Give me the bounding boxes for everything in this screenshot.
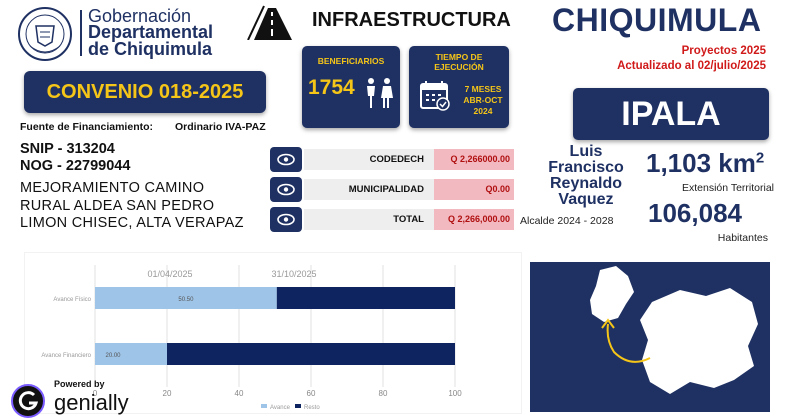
execution-time-range: ABR-OCT [463, 95, 503, 105]
execution-time-label-line1: TIEMPO DE [435, 52, 483, 62]
execution-time-label-line2: EJECUCIÓN [434, 62, 484, 72]
category-label: Avance Físico [53, 297, 91, 303]
funding-row-name: TOTAL [393, 214, 424, 225]
map-arrow-head [601, 318, 615, 329]
eye-icon[interactable] [270, 207, 302, 232]
snip-code: SNIP - 313204 [20, 141, 115, 157]
mayor-name-line1: Luis [569, 143, 603, 160]
execution-time-card: TIEMPO DE EJECUCIÓN 7 MESES ABR-OCT 2024 [409, 46, 509, 128]
area-value: 1,103 km2 [646, 148, 764, 179]
mayor-name: Luis Francisco Reynaldo Vaquez [530, 144, 642, 208]
x-tick-label: 80 [379, 389, 388, 398]
municipality-name: IPALA [621, 94, 721, 133]
x-tick-label: 40 [235, 389, 244, 398]
progress-chart-svg: 0 20 40 60 80 100 01/04/2025 31/10/2025 Avance F… [41, 265, 462, 411]
municipality-badge: IPALA [573, 88, 769, 140]
progress-chart: 0 20 40 60 80 100 01/04/2025 31/10/2025 Avance F… [24, 252, 522, 414]
bar-segment [167, 343, 455, 365]
project-codes: SNIP - 313204 NOG - 22799044 [20, 141, 130, 175]
execution-time-label: TIEMPO DE EJECUCIÓN [409, 52, 509, 72]
bar-segment [276, 287, 455, 309]
funding-source-value: Ordinario IVA-PAZ [175, 121, 266, 133]
mayor-name-line4: Vaquez [558, 191, 614, 208]
legend-label: Resto [304, 405, 320, 411]
bar-segment [95, 287, 277, 309]
gov-title-line3: de Chiquimula [88, 39, 213, 59]
category-label: Avance Financiero [41, 353, 91, 359]
area-unit-exponent: 2 [755, 149, 765, 167]
department-shape [640, 288, 758, 394]
funding-row-name: CODEDECH [369, 154, 424, 165]
genially-brand: genially [54, 390, 129, 415]
funding-row-total: TOTAL Q 2,266,000.00 [270, 207, 514, 232]
mayor-name-line2: Francisco [548, 159, 624, 176]
map-arrow-line [606, 323, 651, 363]
mayor-role: Alcalde 2024 - 2028 [520, 215, 614, 227]
population-value: 106,084 [648, 198, 742, 228]
execution-time-months: 7 MESES [464, 84, 502, 94]
convenio-badge: CONVENIO 018-2025 [24, 71, 266, 113]
project-description-line3: LIMON CHISEC, ALTA VERAPAZ [20, 215, 244, 231]
projects-subtitle: Proyectos 2025 Actualizado al 02/julio/2… [560, 44, 766, 74]
map-graphic [530, 262, 770, 412]
people-icon [367, 78, 393, 108]
coat-of-arms-icon [18, 7, 72, 61]
beneficiaries-label: BENEFICIARIOS [317, 56, 385, 66]
area-number: 1,103 km [646, 148, 756, 178]
funding-row-name: MUNICIPALIDAD [348, 184, 424, 195]
beneficiaries-card: BENEFICIARIOS 1754 [302, 46, 400, 128]
gov-title-line2: Departamental [88, 22, 214, 42]
funding-row-codedech: CODEDECH Q 2,266000.00 [270, 147, 514, 172]
date-label: 31/10/2025 [271, 269, 316, 279]
mayor-name-line3: Reynaldo [549, 175, 622, 192]
x-tick-label: 0 [93, 389, 98, 398]
data-label: 20.00 [105, 353, 121, 359]
project-description: MEJORAMIENTO CAMINO RURAL ALDEA SAN PEDR… [20, 180, 244, 233]
section-title: INFRAESTRUCTURA [312, 9, 511, 31]
projects-year: Proyectos 2025 [681, 45, 766, 57]
logo-divider [80, 10, 82, 56]
x-tick-label: 20 [163, 389, 172, 398]
convenio-label: CONVENIO 018-2025 [46, 80, 244, 103]
bar-segment [95, 343, 167, 365]
nog-code: NOG - 22799044 [20, 158, 131, 174]
project-description-line2: RURAL ALDEA SAN PEDRO [20, 197, 215, 214]
ipala-highlight-shape [590, 266, 634, 322]
eye-icon[interactable] [270, 177, 302, 202]
calendar-icon [420, 81, 450, 111]
funding-source-label: Fuente de Financiamiento: [20, 121, 154, 133]
genially-logo-icon [11, 384, 45, 418]
funding-row-amount: Q 2,266000.00 [434, 149, 514, 170]
legend-swatch [261, 404, 267, 408]
updated-date: Actualizado al 02/julio/2025 [617, 60, 766, 72]
funding-row-amount: Q0.00 [434, 179, 514, 200]
execution-time-value: 7 MESES ABR-OCT 2024 [459, 84, 507, 117]
funding-row-municipalidad: MUNICIPALIDAD Q0.00 [270, 177, 514, 202]
population-label: Habitantes [717, 232, 768, 244]
data-label: 50.50 [178, 297, 194, 303]
department-title: CHIQUIMULA [552, 2, 762, 38]
x-tick-label: 100 [448, 389, 462, 398]
date-label: 01/04/2025 [147, 269, 192, 279]
funding-row-amount: Q 2,266,000.00 [434, 209, 514, 230]
execution-time-year: 2024 [473, 106, 493, 116]
funding-source: Fuente de Financiamiento: Ordinario IVA-P… [20, 121, 266, 133]
beneficiaries-value: 1754 [308, 76, 355, 99]
area-label: Extensión Territorial [681, 182, 774, 194]
legend-label: Avance [270, 405, 291, 411]
eye-icon[interactable] [270, 147, 302, 172]
legend-swatch [295, 404, 301, 408]
road-icon [247, 5, 292, 40]
powered-by-label: Powered by [54, 379, 105, 389]
project-description-line1: MEJORAMIENTO CAMINO [20, 180, 205, 196]
x-tick-label: 60 [307, 389, 316, 398]
gov-title-line1: Gobernación [88, 6, 192, 26]
